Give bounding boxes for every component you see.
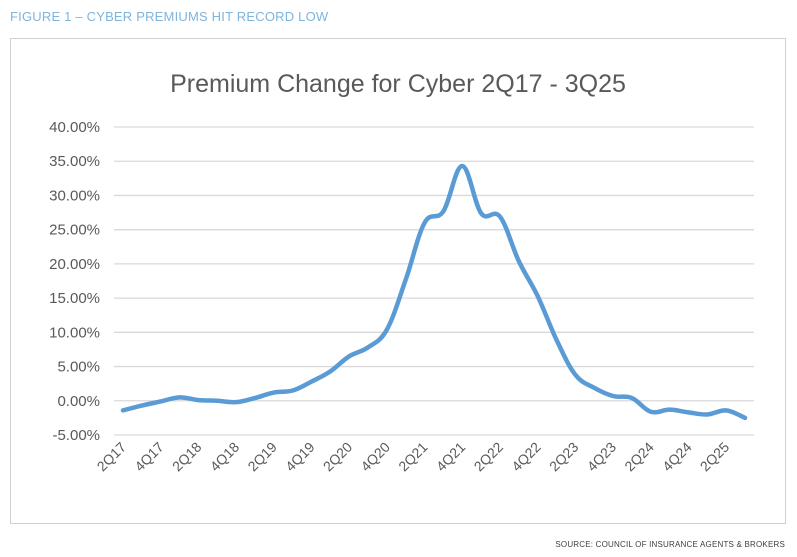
x-tick-label: 2Q22: [471, 439, 507, 475]
chart-title: Premium Change for Cyber 2Q17 - 3Q25: [170, 70, 626, 98]
x-tick-label: 4Q18: [207, 439, 243, 475]
series-line-premium-change: [120, 163, 748, 421]
y-tick-label: 5.00%: [57, 359, 100, 376]
y-tick-label: 35.00%: [49, 153, 100, 170]
chart-frame: [10, 38, 786, 524]
x-tick-label: 4Q22: [508, 439, 544, 475]
x-tick-label: 2Q20: [320, 439, 356, 475]
figure-title: FIGURE 1 – CYBER PREMIUMS HIT RECORD LOW: [10, 9, 329, 24]
y-tick-label: 0.00%: [57, 393, 100, 410]
x-tick-label: 2Q19: [244, 439, 280, 475]
x-tick-label: 2Q23: [546, 439, 582, 475]
x-tick-label: 4Q20: [357, 439, 393, 475]
x-tick-label: 2Q17: [94, 439, 130, 475]
y-tick-label: 40.00%: [49, 119, 100, 136]
x-tick-label: 4Q24: [659, 439, 695, 475]
y-tick-label: 10.00%: [49, 324, 100, 341]
x-tick-label: 2Q25: [697, 439, 733, 475]
x-tick-label: 2Q21: [395, 439, 431, 475]
x-tick-label: 2Q24: [621, 439, 657, 475]
x-tick-label: 2Q18: [169, 439, 205, 475]
x-tick-label: 4Q23: [584, 439, 620, 475]
y-tick-label: 25.00%: [49, 222, 100, 239]
y-tick-label: -5.00%: [52, 427, 100, 444]
y-tick-label: 30.00%: [49, 187, 100, 204]
y-tick-label: 15.00%: [49, 290, 100, 307]
x-tick-label: 4Q19: [282, 439, 318, 475]
x-tick-label: 4Q17: [131, 439, 167, 475]
y-tick-label: 20.00%: [49, 256, 100, 273]
source-note: SOURCE: COUNCIL OF INSURANCE AGENTS & BR…: [555, 540, 785, 549]
x-tick-label: 4Q21: [433, 439, 469, 475]
